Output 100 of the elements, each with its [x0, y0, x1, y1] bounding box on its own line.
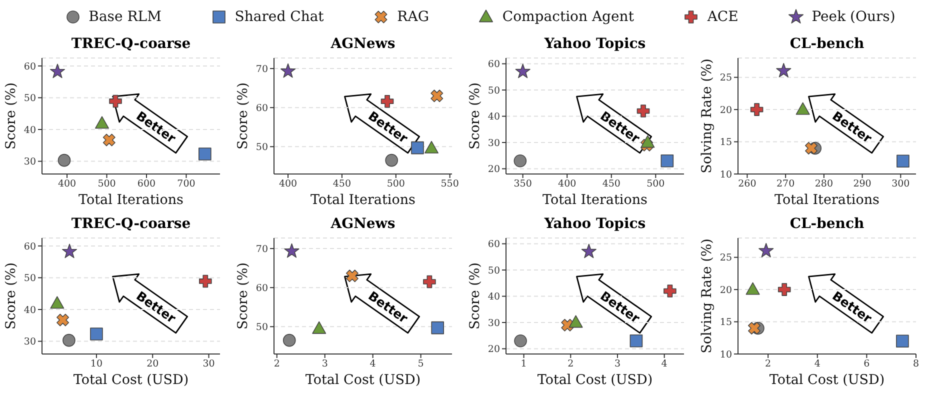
point [58, 154, 71, 167]
point [109, 94, 122, 108]
point [750, 103, 764, 116]
point [778, 283, 791, 296]
point [796, 102, 810, 115]
y-tick-label: 60 [24, 241, 36, 252]
y-tick-label: 60 [488, 59, 500, 70]
point [746, 282, 760, 295]
point [514, 334, 527, 348]
y-tick-label: 15 [720, 137, 732, 148]
x-axis-title: Total Cost (USD) [73, 372, 189, 388]
point [50, 296, 64, 309]
chart-title: CL-bench [788, 36, 866, 52]
point [424, 140, 439, 154]
y-tick-label: 40 [488, 292, 500, 303]
y-tick-label: 25 [720, 72, 732, 84]
point [62, 244, 78, 258]
x-tick-label: 400 [278, 178, 298, 190]
y-axis-title: Score (%) [466, 262, 483, 330]
y-tick-label: 60 [488, 239, 500, 250]
x-tick-label: 5 [418, 358, 424, 370]
legend-label: ACE [707, 9, 738, 25]
y-tick-label: 50 [256, 142, 268, 154]
y-tick-label: 60 [256, 102, 268, 114]
x-tick-label: 2 [274, 358, 280, 370]
point [630, 334, 643, 348]
point [312, 321, 326, 334]
x-tick-label: 4 [814, 358, 820, 370]
point [776, 62, 792, 78]
x-tick-label: 260 [738, 178, 756, 190]
y-tick-label: 20 [720, 284, 732, 296]
y-tick-label: 25 [720, 252, 732, 264]
point [56, 314, 70, 326]
x-axis-title: Total Iterations [542, 192, 648, 208]
point [431, 321, 444, 334]
x-axis-title: Total Iterations [310, 192, 416, 208]
x-tick-label: 3 [614, 358, 621, 370]
y-tick-label: 60 [256, 282, 268, 294]
x-tick-label: 1 [520, 358, 527, 370]
y-tick-label: 60 [24, 61, 36, 72]
y-tick-label: 70 [256, 64, 268, 75]
point [748, 322, 761, 334]
y-tick-label: 50 [24, 93, 36, 104]
point [94, 116, 109, 129]
x-tick-label: 350 [514, 178, 532, 190]
chart-title: AGNews [330, 36, 396, 52]
point [514, 154, 527, 168]
x-tick-label: 400 [58, 178, 76, 190]
chart-title: Yahoo Topics [543, 36, 647, 52]
x-tick-label: 6 [864, 358, 870, 370]
legend-label: Shared Chat [234, 9, 324, 25]
chart-title: AGNews [330, 216, 396, 232]
legend-label: Base RLM [88, 9, 162, 25]
chart-title: TREC-Q-coarse [70, 216, 192, 232]
x-tick-label: 3 [322, 358, 328, 370]
point [380, 94, 394, 108]
point [62, 334, 76, 347]
x-axis-title: Total Cost (USD) [769, 372, 885, 388]
y-tick-label: 20 [720, 104, 732, 116]
y-tick-label: 10 [720, 349, 732, 360]
point [280, 63, 296, 78]
y-tick-label: 15 [720, 317, 732, 328]
x-tick-label: 2 [765, 358, 772, 370]
point [805, 142, 818, 154]
y-axis-title: Solving Rate (%) [698, 58, 715, 174]
y-axis-title: Score (%) [2, 82, 19, 150]
x-tick-label: 450 [332, 178, 352, 190]
x-tick-label: 10 [90, 358, 103, 370]
x-tick-label: 20 [146, 358, 159, 370]
point [758, 242, 774, 258]
y-tick-label: 40 [24, 124, 36, 136]
legend-label: Compaction Agent [502, 9, 634, 25]
point [411, 141, 424, 154]
x-axis-title: Total Cost (USD) [537, 372, 653, 388]
point [284, 243, 300, 258]
y-tick-label: 50 [488, 85, 500, 96]
point [385, 154, 398, 167]
y-axis-title: Score (%) [234, 262, 251, 330]
y-tick-label: 30 [488, 318, 500, 329]
point [515, 64, 530, 78]
x-tick-label: 500 [98, 178, 116, 190]
point [568, 315, 583, 328]
point [660, 154, 674, 168]
y-tick-label: 30 [24, 336, 36, 348]
legend-label: RAG [397, 9, 430, 25]
chart-title: TREC-Q-coarse [70, 36, 192, 52]
x-tick-label: 30 [202, 358, 215, 370]
y-tick-label: 20 [488, 344, 500, 356]
x-tick-label: 4 [370, 358, 376, 370]
point [896, 154, 910, 168]
y-tick-label: 30 [24, 156, 36, 168]
x-tick-label: 270 [776, 178, 795, 190]
x-axis-title: Total Iterations [78, 192, 184, 208]
y-axis-title: Score (%) [234, 82, 251, 150]
x-axis-title: Total Cost (USD) [305, 372, 421, 388]
x-tick-label: 600 [137, 178, 156, 190]
point [282, 334, 296, 347]
point [198, 148, 212, 160]
y-tick-label: 40 [488, 112, 500, 123]
x-tick-label: 2 [568, 358, 574, 370]
